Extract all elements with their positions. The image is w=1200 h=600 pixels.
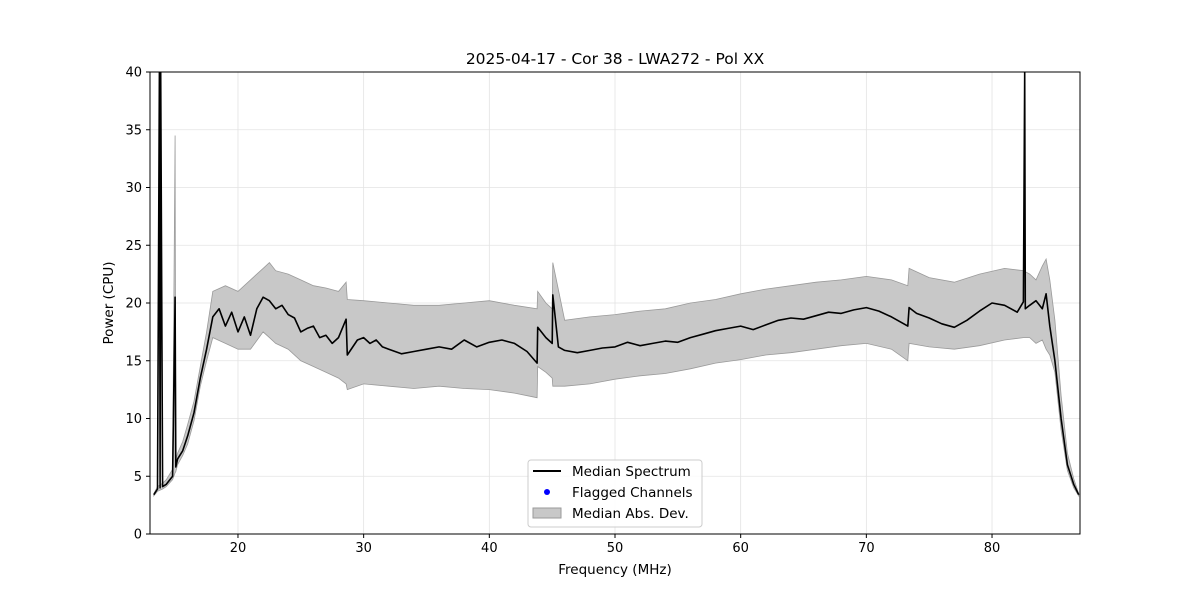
y-tick-label: 0: [134, 528, 142, 543]
x-tick-label: 80: [984, 541, 1001, 556]
legend-label-median: Median Spectrum: [572, 464, 691, 480]
x-tick-label: 60: [732, 541, 749, 556]
legend: Median Spectrum Flagged Channels Median …: [527, 459, 703, 528]
plot-area: [153, 72, 1080, 498]
legend-flagged-marker: [544, 489, 550, 495]
x-tick-label: 30: [355, 541, 372, 556]
y-tick-label: 10: [125, 412, 142, 427]
y-tick-label: 20: [125, 297, 142, 312]
axis-ticks: 20 30 40 50 60 70 80 0 5 10 15 20 25 30 35 40: [125, 66, 1000, 557]
x-tick-label: 40: [481, 541, 498, 556]
y-axis-label: Power (CPU): [101, 261, 117, 344]
median-spectrum-line: [153, 72, 1080, 496]
x-axis-label: Frequency (MHz): [558, 562, 671, 578]
legend-label-mad: Median Abs. Dev.: [572, 506, 689, 522]
y-tick-label: 25: [125, 239, 142, 254]
y-tick-label: 35: [125, 123, 142, 138]
y-tick-label: 5: [134, 470, 142, 485]
x-tick-label: 70: [858, 541, 875, 556]
y-tick-label: 30: [125, 181, 142, 196]
mad-band: [153, 135, 1080, 498]
x-tick-label: 20: [230, 541, 247, 556]
y-tick-label: 40: [125, 66, 142, 81]
chart-title: 2025-04-17 - Cor 38 - LWA272 - Pol XX: [466, 50, 765, 68]
x-tick-label: 50: [607, 541, 624, 556]
legend-label-flagged: Flagged Channels: [572, 485, 693, 501]
legend-box: [527, 459, 703, 528]
y-tick-label: 15: [125, 354, 142, 369]
legend-mad-patch: [532, 507, 562, 519]
